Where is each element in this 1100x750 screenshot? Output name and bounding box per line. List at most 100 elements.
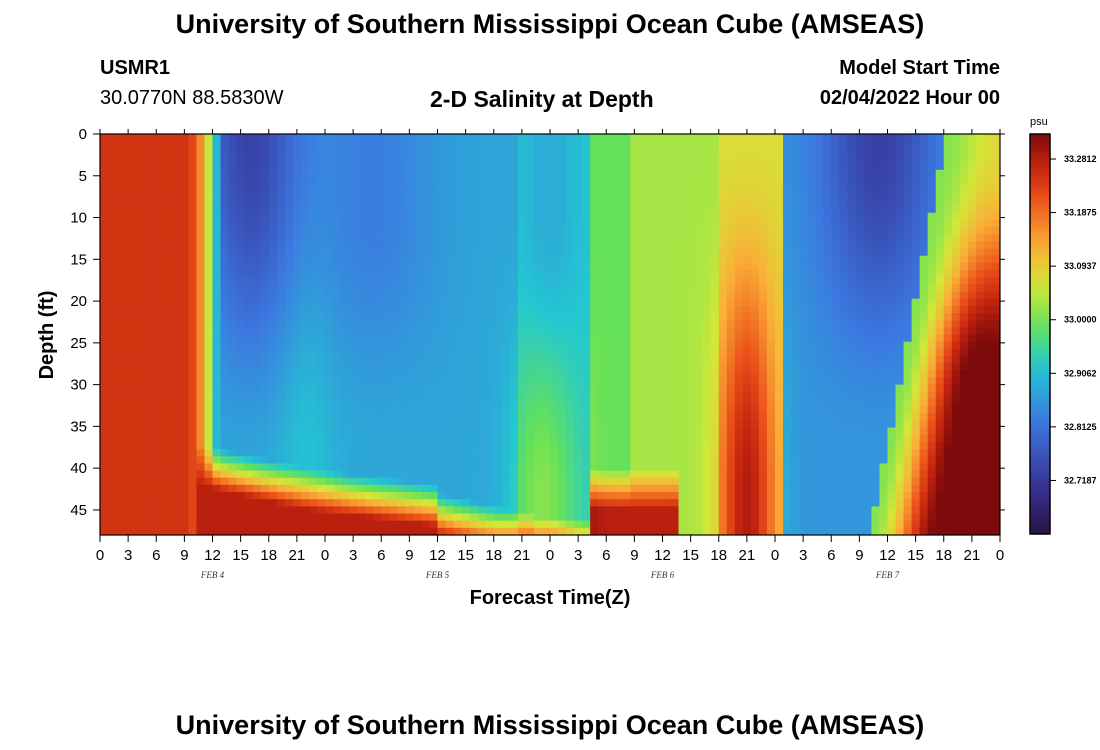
heatmap-cell — [172, 355, 181, 364]
heatmap-cell — [775, 456, 784, 464]
heatmap-cell — [156, 248, 165, 257]
heatmap-cell — [509, 248, 519, 257]
heatmap-cell — [292, 176, 302, 185]
heatmap-cell — [252, 234, 262, 243]
heatmap-cell — [758, 205, 768, 214]
heatmap-cell — [373, 427, 382, 436]
heatmap-cell — [212, 499, 222, 507]
heatmap-cell — [413, 327, 423, 336]
heatmap-cell — [622, 191, 631, 200]
heatmap-cell — [558, 255, 567, 264]
heatmap-cell — [228, 370, 238, 379]
heatmap-cell — [525, 434, 535, 443]
heatmap-cell — [574, 470, 583, 479]
heatmap-cell — [783, 162, 792, 171]
heatmap-cell — [405, 291, 414, 300]
heatmap-cell — [357, 406, 366, 414]
heatmap-cell — [598, 377, 607, 386]
heatmap-cell — [807, 255, 816, 264]
heatmap-cell — [429, 162, 439, 171]
heatmap-cell — [333, 463, 342, 472]
heatmap-cell — [517, 205, 527, 214]
heatmap-cell — [212, 398, 222, 407]
heatmap-cell — [807, 391, 816, 400]
heatmap-cell — [766, 463, 776, 472]
heatmap-cell — [268, 406, 278, 414]
heatmap-cell — [292, 155, 302, 164]
heatmap-cell — [726, 198, 736, 207]
heatmap-cell — [734, 176, 744, 185]
heatmap-cell — [638, 305, 648, 314]
heatmap-cell — [702, 291, 712, 300]
heatmap-cell — [357, 348, 366, 357]
heatmap-cell — [541, 284, 551, 293]
heatmap-cell — [268, 370, 278, 379]
heatmap-cell — [172, 162, 181, 171]
heatmap-cell — [292, 227, 302, 235]
heatmap-cell — [132, 248, 141, 257]
heatmap-cell — [172, 484, 181, 493]
heatmap-cell — [775, 406, 784, 414]
heatmap-cell — [220, 420, 230, 429]
heatmap-cell — [308, 134, 318, 142]
heatmap-cell — [381, 162, 390, 171]
heatmap-cell — [236, 463, 246, 472]
heatmap-cell — [694, 176, 704, 185]
heatmap-cell — [694, 398, 704, 407]
heatmap-cell — [686, 477, 696, 486]
heatmap-cell — [429, 134, 439, 142]
heatmap-cell — [477, 391, 487, 400]
heatmap-cell — [373, 384, 382, 393]
heatmap-cell — [373, 434, 382, 443]
heatmap-cell — [766, 291, 776, 300]
heatmap-cell — [718, 370, 728, 379]
heatmap-cell — [550, 320, 559, 328]
heatmap-cell — [236, 248, 246, 257]
heatmap-cell — [766, 370, 776, 379]
heatmap-cell — [260, 363, 270, 371]
heatmap-cell — [598, 513, 607, 522]
heatmap-cell — [437, 162, 447, 171]
heatmap-cell — [501, 456, 511, 464]
heatmap-cell — [300, 492, 310, 500]
heatmap-cell — [284, 384, 294, 393]
heatmap-cell — [453, 449, 463, 457]
heatmap-cell — [389, 506, 398, 515]
heatmap-cell — [308, 441, 318, 450]
heatmap-cell — [734, 277, 744, 285]
heatmap-cell — [694, 470, 704, 479]
heatmap-cell — [316, 355, 326, 364]
heatmap-cell — [389, 327, 398, 336]
heatmap-cell — [775, 234, 784, 243]
heatmap-cell — [381, 506, 390, 515]
heatmap-cell — [212, 406, 222, 414]
heatmap-cell — [630, 141, 639, 149]
heatmap-cell — [108, 241, 117, 250]
heatmap-cell — [132, 212, 141, 221]
heatmap-cell — [381, 348, 390, 357]
heatmap-cell — [397, 470, 406, 479]
heatmap-cell — [429, 334, 439, 343]
heatmap-cell — [429, 298, 439, 307]
heatmap-cell — [397, 434, 406, 443]
heatmap-cell — [622, 284, 631, 293]
heatmap-cell — [132, 134, 141, 142]
heatmap-cell — [357, 492, 366, 500]
heatmap-cell — [156, 449, 165, 457]
heatmap-cell — [116, 520, 125, 529]
heatmap-cell — [260, 134, 270, 142]
heatmap-cell — [590, 291, 599, 300]
heatmap-cell — [598, 248, 607, 257]
heatmap-cell — [180, 377, 189, 386]
heatmap-cell — [654, 363, 664, 371]
heatmap-cell — [766, 413, 776, 422]
heatmap-cell — [678, 291, 688, 300]
heatmap-cell — [558, 499, 567, 507]
heatmap-cell — [148, 463, 157, 472]
heatmap-cell — [533, 384, 543, 393]
heatmap-cell — [148, 484, 157, 493]
heatmap-cell — [308, 198, 318, 207]
heatmap-cell — [220, 313, 230, 321]
heatmap-cell — [429, 227, 439, 235]
heatmap-cell — [148, 162, 157, 171]
